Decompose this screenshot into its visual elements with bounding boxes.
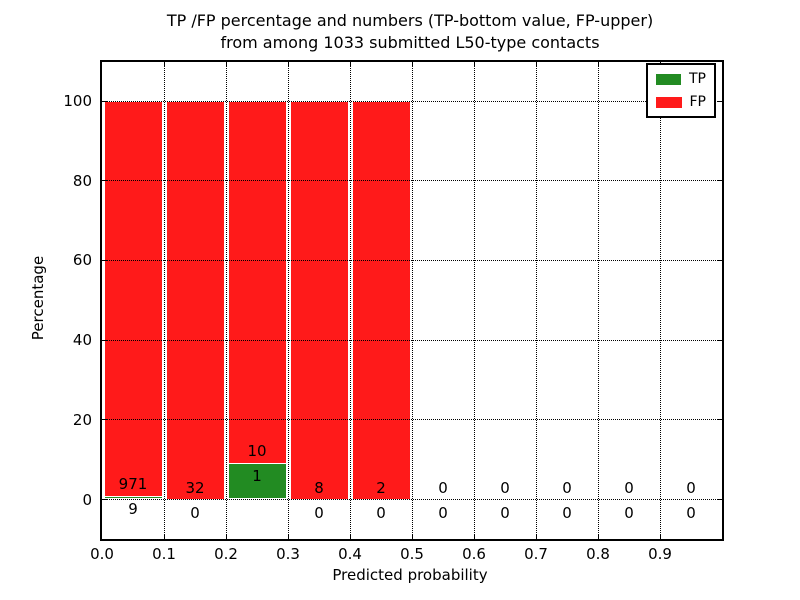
fp-count-label: 0: [562, 478, 572, 497]
y-tick-label: 20: [72, 410, 92, 429]
plot-area: 971 9 32 0 10 1 8 0 2 0 0 0 0 0 0 0 0 0 0 0: [100, 60, 724, 541]
y-tick-right: [717, 259, 722, 261]
tp-count-label: 0: [686, 503, 696, 522]
x-gridline: [473, 62, 475, 539]
tp-count-label: 0: [376, 503, 386, 522]
y-tick-right: [717, 100, 722, 102]
x-tick-label: 0.7: [524, 545, 548, 563]
x-tick-label: 0.6: [462, 545, 486, 563]
tp-count-label: 0: [562, 503, 572, 522]
x-tick: [225, 534, 227, 539]
y-tick: [102, 419, 107, 421]
y-tick: [102, 499, 107, 500]
y-gridline: [102, 100, 722, 102]
x-tick: [163, 534, 165, 539]
tp-count-label: 0: [624, 503, 634, 522]
fp-count-label: 0: [438, 478, 448, 497]
x-tick: [659, 534, 661, 539]
x-tick-label: 0.3: [276, 545, 300, 563]
x-tick-top: [349, 62, 351, 67]
x-tick-label: 0.4: [338, 545, 362, 563]
x-tick: [411, 534, 413, 539]
y-tick-label: 0: [82, 490, 92, 509]
y-tick-right: [717, 419, 722, 421]
y-tick: [102, 100, 107, 102]
x-gridline: [535, 62, 537, 539]
tp-count-label: 0: [190, 503, 200, 522]
x-gridline: [597, 62, 599, 539]
fp-count-label: 32: [185, 478, 205, 497]
legend-item-tp: TP: [656, 72, 706, 86]
x-tick-label: 0.2: [214, 545, 238, 563]
x-tick-label: 0.0: [90, 545, 114, 563]
y-tick-label: 100: [63, 92, 92, 110]
y-tick-right: [717, 339, 722, 341]
chart-title-line2: from among 1033 submitted L50-type conta…: [220, 33, 600, 52]
x-gridline: [163, 62, 165, 539]
fp-bar: [165, 101, 225, 500]
tp-count-label: 0: [500, 503, 510, 522]
y-tick: [102, 259, 107, 261]
x-tick: [473, 534, 475, 539]
fp-color-swatch: [656, 96, 682, 108]
fp-count-label: 971: [118, 474, 148, 493]
tp-count-label: 9: [128, 499, 138, 518]
x-tick: [597, 534, 599, 539]
legend-item-fp: FP: [656, 95, 706, 109]
y-gridline: [102, 419, 722, 421]
x-gridline: [349, 62, 351, 539]
x-gridline: [659, 62, 661, 539]
tp-bar: [227, 463, 287, 500]
x-tick-top: [287, 62, 289, 67]
x-gridline: [411, 62, 413, 539]
chart-title: TP /FP percentage and numbers (TP-bottom…: [0, 10, 800, 54]
x-tick-top: [411, 62, 413, 67]
fp-count-label: 2: [376, 478, 386, 497]
fp-count-label: 0: [500, 478, 510, 497]
tp-count-label: 1: [252, 467, 262, 486]
x-axis-label: Predicted probability: [332, 566, 488, 584]
fp-count-label: 8: [314, 478, 324, 497]
y-tick-right: [717, 180, 722, 182]
x-tick-label: 0.1: [152, 545, 176, 563]
fp-bar: [351, 101, 411, 500]
fp-bar: [103, 101, 163, 500]
y-tick-label: 40: [72, 331, 92, 350]
chart-title-line1: TP /FP percentage and numbers (TP-bottom…: [166, 11, 654, 30]
x-tick-label: 0.9: [648, 545, 672, 563]
y-tick-right: [717, 499, 722, 500]
y-tick-label: 60: [72, 251, 92, 270]
y-gridline: [102, 259, 722, 261]
x-tick-top: [473, 62, 475, 67]
x-gridline: [225, 62, 227, 539]
legend-label-tp: TP: [689, 71, 706, 87]
y-gridline: [102, 339, 722, 341]
x-gridline: [287, 62, 289, 539]
y-tick: [102, 339, 107, 341]
fp-count-label: 0: [686, 478, 696, 497]
y-tick-label: 80: [72, 171, 92, 190]
fp-count-label: 10: [247, 442, 267, 461]
x-tick: [535, 534, 537, 539]
fp-bar: [227, 101, 287, 500]
legend-label-fp: FP: [689, 94, 707, 110]
fp-bar: [289, 101, 349, 500]
x-tick-top: [535, 62, 537, 67]
y-gridline: [102, 180, 722, 182]
y-gridline: [102, 499, 722, 500]
tp-count-label: 0: [438, 503, 448, 522]
fp-count-label: 0: [624, 478, 634, 497]
x-tick: [287, 534, 289, 539]
x-tick-top: [597, 62, 599, 67]
tp-count-label: 0: [314, 503, 324, 522]
y-tick: [102, 180, 107, 182]
legend: TP FP: [646, 63, 716, 118]
x-tick-top: [163, 62, 165, 67]
x-tick-label: 0.8: [586, 545, 610, 563]
x-tick-top: [225, 62, 227, 67]
x-tick-label: 0.5: [400, 545, 424, 563]
x-tick: [349, 534, 351, 539]
tp-color-swatch: [656, 73, 681, 85]
